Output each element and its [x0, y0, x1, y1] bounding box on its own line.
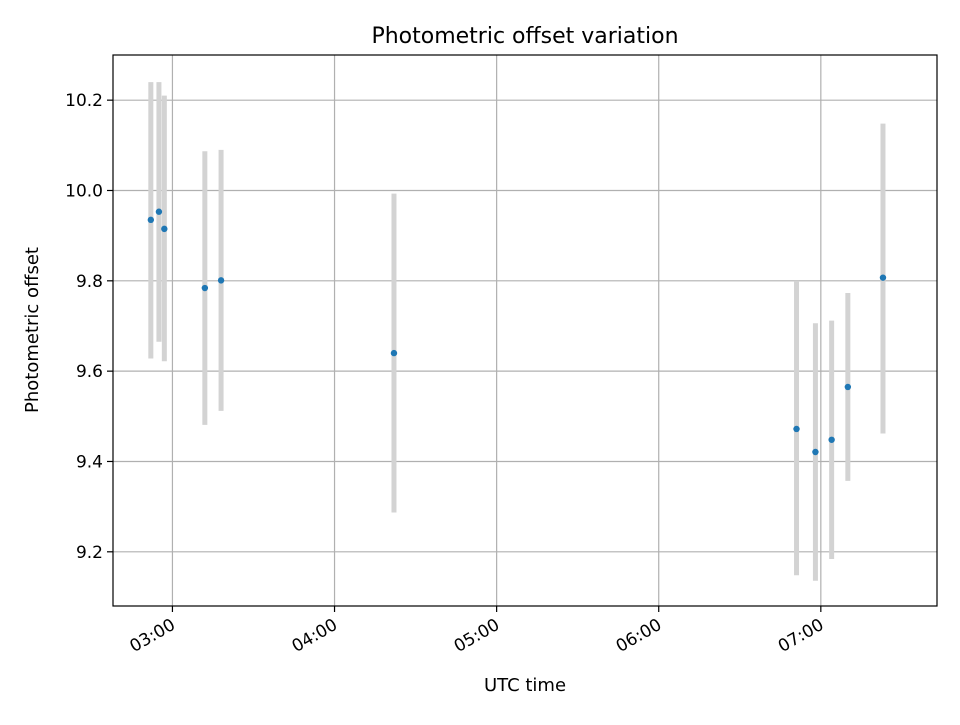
- data-point: [812, 448, 819, 456]
- chart-title: Photometric offset variation: [371, 24, 678, 49]
- data-point: [155, 208, 163, 215]
- data-point: [828, 436, 835, 443]
- data-point: [390, 349, 398, 357]
- plot-area-frame: [112, 54, 938, 607]
- y-axis-label: Photometric offset: [22, 247, 43, 413]
- y-tick-label: 10.2: [65, 91, 103, 111]
- y-tick-label: 9.4: [76, 452, 103, 472]
- data-points: [147, 208, 887, 456]
- x-axis-label: UTC time: [484, 675, 566, 696]
- y-tick-label: 9.2: [76, 543, 103, 563]
- y-tick-label: 10.0: [65, 181, 103, 201]
- data-point: [147, 216, 155, 224]
- data-point: [161, 225, 168, 233]
- grid-lines: [113, 55, 937, 606]
- data-point: [201, 284, 209, 292]
- data-point: [879, 274, 887, 281]
- data-point: [844, 383, 852, 391]
- y-tick-label: 9.6: [76, 362, 103, 382]
- data-point: [217, 277, 225, 284]
- y-tick-label: 9.8: [76, 272, 103, 292]
- data-point: [793, 425, 800, 433]
